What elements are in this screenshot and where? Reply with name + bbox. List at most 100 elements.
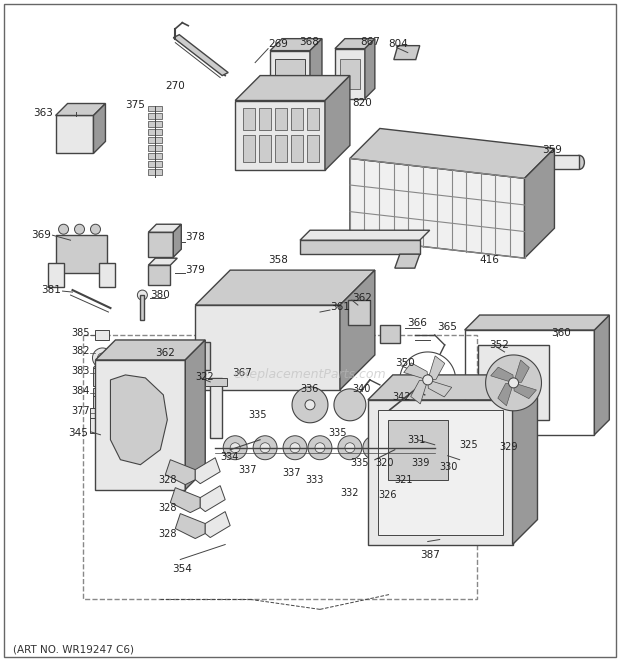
Polygon shape xyxy=(48,263,64,287)
Polygon shape xyxy=(348,300,370,325)
Text: 368: 368 xyxy=(299,36,319,47)
Polygon shape xyxy=(148,137,162,143)
Polygon shape xyxy=(195,457,220,484)
Circle shape xyxy=(423,375,433,385)
Text: 381: 381 xyxy=(41,285,61,295)
Text: 270: 270 xyxy=(166,81,185,91)
Text: 377: 377 xyxy=(71,406,89,416)
Text: 345: 345 xyxy=(69,428,89,438)
Text: 335: 335 xyxy=(328,428,347,438)
Circle shape xyxy=(467,504,487,525)
Circle shape xyxy=(91,224,100,234)
Text: 382: 382 xyxy=(71,346,89,356)
Circle shape xyxy=(138,290,148,300)
Circle shape xyxy=(472,510,482,520)
Circle shape xyxy=(305,400,315,410)
Polygon shape xyxy=(388,420,448,480)
Circle shape xyxy=(354,307,364,317)
Polygon shape xyxy=(148,145,162,151)
Polygon shape xyxy=(95,340,205,360)
Text: 354: 354 xyxy=(172,564,192,574)
Polygon shape xyxy=(513,383,536,399)
Text: 375: 375 xyxy=(125,100,145,110)
Polygon shape xyxy=(595,315,609,435)
Text: eReplacementParts.com: eReplacementParts.com xyxy=(234,368,386,381)
Text: 380: 380 xyxy=(151,290,170,300)
Text: 336: 336 xyxy=(300,384,319,394)
Polygon shape xyxy=(140,295,144,320)
Ellipse shape xyxy=(94,365,112,371)
Polygon shape xyxy=(335,49,365,98)
Polygon shape xyxy=(235,100,325,171)
Text: 358: 358 xyxy=(268,255,288,265)
Polygon shape xyxy=(56,235,107,273)
Polygon shape xyxy=(428,356,445,380)
Polygon shape xyxy=(148,169,162,175)
Circle shape xyxy=(370,443,380,453)
Text: 385: 385 xyxy=(71,328,89,338)
Text: 378: 378 xyxy=(185,232,205,242)
Polygon shape xyxy=(525,149,554,258)
Polygon shape xyxy=(410,380,428,404)
Polygon shape xyxy=(174,224,181,257)
Text: (ART NO. WR19247 C6): (ART NO. WR19247 C6) xyxy=(12,644,134,654)
Text: 820: 820 xyxy=(352,98,371,108)
Circle shape xyxy=(223,436,247,459)
Polygon shape xyxy=(477,345,549,420)
Polygon shape xyxy=(174,34,228,75)
Text: 332: 332 xyxy=(340,488,358,498)
Polygon shape xyxy=(335,38,375,49)
Text: 329: 329 xyxy=(500,442,518,451)
Polygon shape xyxy=(485,355,541,411)
Text: 335: 335 xyxy=(350,457,368,468)
Circle shape xyxy=(253,436,277,459)
Polygon shape xyxy=(270,51,310,106)
Polygon shape xyxy=(292,387,328,423)
Text: 366: 366 xyxy=(407,318,427,328)
Polygon shape xyxy=(275,136,287,163)
Text: 384: 384 xyxy=(71,386,89,396)
Text: 367: 367 xyxy=(232,368,252,378)
Polygon shape xyxy=(340,270,375,390)
Polygon shape xyxy=(259,108,271,130)
Text: 320: 320 xyxy=(375,457,393,468)
Polygon shape xyxy=(148,114,162,120)
Polygon shape xyxy=(428,380,452,397)
Polygon shape xyxy=(513,375,538,545)
Polygon shape xyxy=(368,375,538,400)
Text: 330: 330 xyxy=(440,461,458,472)
Polygon shape xyxy=(200,486,225,512)
Circle shape xyxy=(216,346,224,354)
Text: 340: 340 xyxy=(352,384,370,394)
Polygon shape xyxy=(243,108,255,130)
Polygon shape xyxy=(259,136,271,163)
Polygon shape xyxy=(170,488,200,512)
Text: 362: 362 xyxy=(352,293,372,303)
Polygon shape xyxy=(340,59,360,89)
Circle shape xyxy=(286,346,294,354)
Polygon shape xyxy=(404,363,428,380)
Polygon shape xyxy=(205,512,230,537)
Text: 369: 369 xyxy=(31,230,51,240)
Text: 360: 360 xyxy=(551,328,571,338)
Text: 387: 387 xyxy=(420,549,440,559)
Polygon shape xyxy=(148,153,162,159)
Text: 321: 321 xyxy=(395,475,414,485)
Polygon shape xyxy=(243,136,255,163)
Text: 342: 342 xyxy=(392,392,410,402)
Polygon shape xyxy=(270,38,322,51)
Polygon shape xyxy=(400,352,456,408)
Polygon shape xyxy=(307,108,319,130)
Circle shape xyxy=(58,224,69,234)
Polygon shape xyxy=(325,75,350,171)
Circle shape xyxy=(74,224,84,234)
Text: 867: 867 xyxy=(360,36,380,47)
Circle shape xyxy=(230,443,240,453)
Text: 328: 328 xyxy=(158,502,177,513)
Circle shape xyxy=(283,436,307,459)
Polygon shape xyxy=(94,104,105,153)
Text: 383: 383 xyxy=(71,366,89,376)
Polygon shape xyxy=(205,378,227,386)
Circle shape xyxy=(508,378,518,388)
Text: 416: 416 xyxy=(480,255,500,265)
